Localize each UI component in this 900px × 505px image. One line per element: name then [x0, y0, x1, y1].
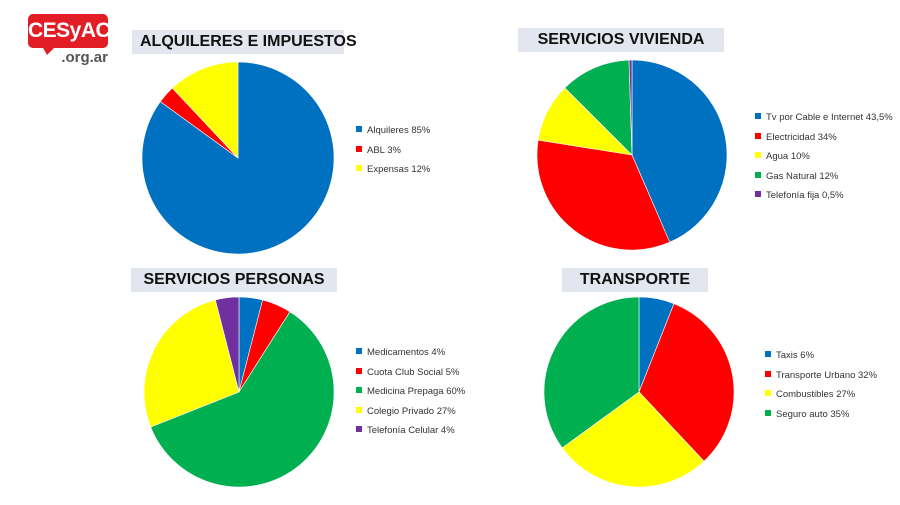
legend-swatch	[356, 426, 362, 432]
legend-item-expensas: Expensas 12%	[356, 164, 430, 176]
logo-main-text: CESyAC	[28, 19, 111, 42]
legend-label: ABL 3%	[367, 144, 401, 156]
pie-slice-seguro-auto	[543, 296, 640, 449]
legend-label: Taxis 6%	[776, 350, 815, 361]
logo-speech-tail	[42, 46, 56, 55]
legend-swatch	[755, 171, 761, 178]
pie-chart-transporte	[543, 296, 735, 488]
legend-swatch	[356, 126, 362, 132]
legend-item-cuota-club-social: Cuota Club Social 5%	[356, 367, 459, 379]
chart-title: SERVICIOS PERSONAS	[131, 268, 337, 292]
legend-item-agua: Agua 10%	[755, 151, 810, 163]
legend-label: Telefonía Celular 4%	[367, 425, 455, 436]
legend-item-abl: ABL 3%	[356, 145, 401, 157]
pie-slice-telefonia-celular	[215, 296, 240, 393]
chart-title: SERVICIOS VIVIENDA	[518, 28, 724, 52]
pie-slice-transporte-urbano	[638, 303, 735, 462]
legend-swatch	[755, 113, 761, 119]
legend-label: Combustibles 27%	[776, 389, 856, 400]
legend-swatch	[356, 348, 362, 354]
logo-badge	[28, 14, 108, 48]
legend-swatch	[765, 351, 771, 357]
legend-label: Transporte Urbano 32%	[776, 369, 878, 381]
legend-item-telefonia-celular: Telefonía Celular 4%	[356, 425, 455, 437]
pie-slice-gas-natural	[564, 59, 633, 156]
pie-chart-alquileres	[141, 61, 335, 255]
legend-swatch	[765, 370, 771, 377]
legend-item-alquileres: Alquileres 85%	[356, 125, 430, 137]
legend-label: Medicamentos 4%	[367, 347, 446, 358]
pie-slice-electricidad	[536, 139, 671, 251]
legend-label: Alquileres 85%	[367, 125, 431, 136]
logo-sub-text: .org.ar	[61, 49, 108, 66]
legend-swatch	[755, 191, 761, 197]
legend-swatch	[755, 132, 761, 139]
legend-label: Cuota Club Social 5%	[367, 366, 460, 378]
pie-slice-colegio-privado	[143, 299, 240, 428]
pie-slice-combustibles	[561, 391, 705, 488]
legend-item-medicamentos: Medicamentos 4%	[356, 347, 445, 359]
legend-swatch	[356, 406, 362, 413]
legend-item-combustibles: Combustibles 27%	[765, 389, 855, 401]
legend-item-tv-por-cable-e-internet: Tv por Cable e Internet 43,5%	[755, 112, 893, 124]
pie-slice-medicina-prepaga	[150, 311, 335, 488]
legend-swatch	[356, 145, 362, 152]
legend-swatch	[356, 367, 362, 374]
pie-slice-tv-por-cable-e-internet	[631, 59, 728, 243]
legend-label: Seguro auto 35%	[776, 408, 850, 420]
pie-chart-personas	[143, 296, 335, 488]
chart-panel-transporte: TRANSPORTE Taxis 6% Transporte Urbano 32%…	[0, 0, 877, 488]
legend-label: Colegio Privado 27%	[367, 405, 456, 417]
legend-label: Tv por Cable e Internet 43,5%	[766, 112, 893, 123]
legend-item-gas-natural: Gas Natural 12%	[755, 171, 838, 183]
chart-panel-vivienda: SERVICIOS VIVIENDA Tv por Cable e Intern…	[0, 0, 893, 251]
chart-title: ALQUILERES E IMPUESTOS	[132, 30, 357, 54]
legend-label: Expensas 12%	[367, 164, 431, 175]
legend-item-medicina-prepaga: Medicina Prepaga 60%	[356, 386, 465, 398]
chart-title: TRANSPORTE	[562, 268, 708, 292]
chart-panel-alquileres: ALQUILERES E IMPUESTOS Alquileres 85% ABL…	[0, 0, 430, 255]
pie-slice-expensas	[171, 61, 239, 159]
legend-swatch	[765, 390, 771, 396]
legend-item-electricidad: Electricidad 34%	[755, 132, 837, 144]
pie-chart-vivienda	[536, 59, 728, 251]
legend-label: Telefonía fija 0,5%	[766, 190, 844, 201]
legend-swatch	[765, 409, 771, 416]
legend-swatch	[755, 152, 761, 158]
legend-item-seguro-auto: Seguro auto 35%	[765, 409, 849, 421]
legend-swatch	[356, 165, 362, 171]
legend-label: Electricidad 34%	[766, 131, 837, 143]
legend-label: Medicina Prepaga 60%	[367, 386, 466, 397]
chart-panel-personas: SERVICIOS PERSONAS Medicamentos 4% Cuota …	[0, 0, 465, 488]
legend-item-transporte-urbano: Transporte Urbano 32%	[765, 370, 877, 382]
cesyac-logo: CESyAC .org.ar	[28, 14, 111, 66]
legend-label: Gas Natural 12%	[766, 170, 839, 182]
legend-item-colegio-privado: Colegio Privado 27%	[356, 406, 456, 418]
pie-slice-telefonia-fija	[628, 59, 633, 156]
legend-item-telefonia-fija: Telefonía fija 0,5%	[755, 190, 844, 202]
legend-label: Agua 10%	[766, 151, 810, 162]
legend-item-taxis: Taxis 6%	[765, 350, 814, 362]
legend-swatch	[356, 387, 362, 393]
